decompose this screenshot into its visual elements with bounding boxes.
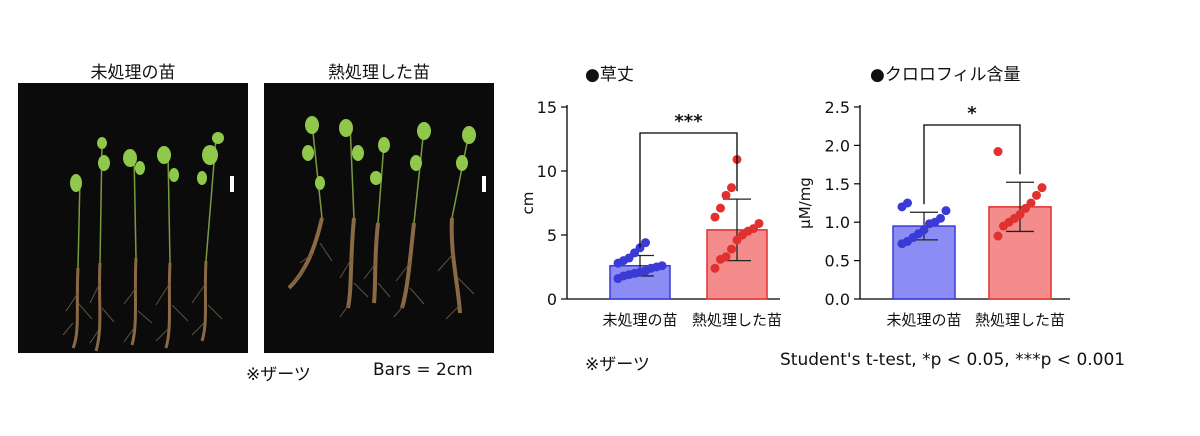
height-chart-footnote: ※ザーツ [585, 355, 650, 375]
species-note: ※ザーツ [246, 365, 311, 385]
chart0-point [710, 263, 720, 273]
chart0-point [727, 183, 736, 193]
chart1-point [1021, 203, 1030, 213]
chart1-point [993, 231, 1003, 241]
chart1-y-tick-label: 2.0 [825, 136, 850, 155]
chart0-y-tick-label: 5 [547, 226, 557, 245]
chart0-category-label: 熱処理した苗 [692, 311, 782, 329]
chart0-point [727, 244, 736, 254]
height-chart: 0 5 10 15 cm 未処理の苗 熱処理した苗 *** [519, 98, 782, 329]
chart0-point [710, 212, 720, 222]
chart0-y-tick-label: 10 [537, 162, 557, 181]
heat-treated-seedlings-photo [264, 83, 494, 353]
chart0-point [721, 190, 731, 200]
chart0-category-label: 未処理の苗 [602, 311, 677, 329]
chart1-point [903, 198, 912, 208]
chart1-point [919, 225, 929, 235]
chart1-y-tick-label: 2.5 [825, 98, 850, 117]
chart1-category-label: 熱処理した苗 [975, 311, 1065, 329]
chlorophyll-chart-footnote: Student's t-test, *p < 0.05, ***p < 0.00… [780, 350, 1126, 370]
scale-bar-left [230, 176, 234, 192]
chart0-point [721, 252, 731, 262]
chart1-y-tick-label: 0.5 [825, 252, 850, 271]
chart1-significance-label: * [967, 103, 977, 124]
chart0-point [641, 238, 650, 248]
right-photo-title: 熱処理した苗 [328, 63, 430, 83]
chart1-y-tick-label: 1.5 [825, 175, 850, 194]
untreated-seedlings-photo [18, 83, 248, 353]
chart0-y-tick-label: 0 [547, 290, 557, 309]
chart1-point [1032, 190, 1041, 200]
untreated-seedlings-illustration [62, 132, 234, 352]
chart0-point [716, 203, 725, 213]
chart1-y-axis-label: μM/mg [796, 177, 814, 229]
chart1-point [1037, 183, 1047, 193]
height-chart-title: ●草丈 [585, 65, 634, 85]
chart1-y-tick-label: 1.0 [825, 213, 850, 232]
chlorophyll-chart: 0.0 0.5 1.0 1.5 2.0 2.5 μM/mg 未処理の苗 熱処理した苗 * [796, 98, 1070, 329]
chlorophyll-chart-title: ●クロロフィル含量 [870, 65, 1021, 85]
chart0-point [754, 218, 764, 228]
chart1-y-tick-label: 0.0 [825, 290, 850, 309]
scale-note: Bars = 2cm [373, 360, 473, 380]
chart0-y-axis-label: cm [519, 192, 537, 215]
chart0-significance-label: *** [674, 111, 703, 132]
chart1-point [1026, 198, 1036, 208]
heat-treated-seedlings-illustration [287, 116, 486, 320]
chart1-category-label: 未処理の苗 [886, 311, 961, 329]
chart0-y-tick-label: 15 [537, 98, 557, 117]
scale-bar-right [482, 176, 486, 192]
chart1-point [993, 147, 1003, 157]
chart0-point [657, 261, 667, 271]
chart1-point [936, 213, 945, 223]
chart1-significance-bracket [923, 124, 1021, 205]
left-photo-title: 未処理の苗 [90, 63, 176, 83]
chart1-point [941, 206, 951, 216]
chart1-point [1015, 210, 1025, 220]
chart0-significance-bracket [639, 132, 738, 248]
